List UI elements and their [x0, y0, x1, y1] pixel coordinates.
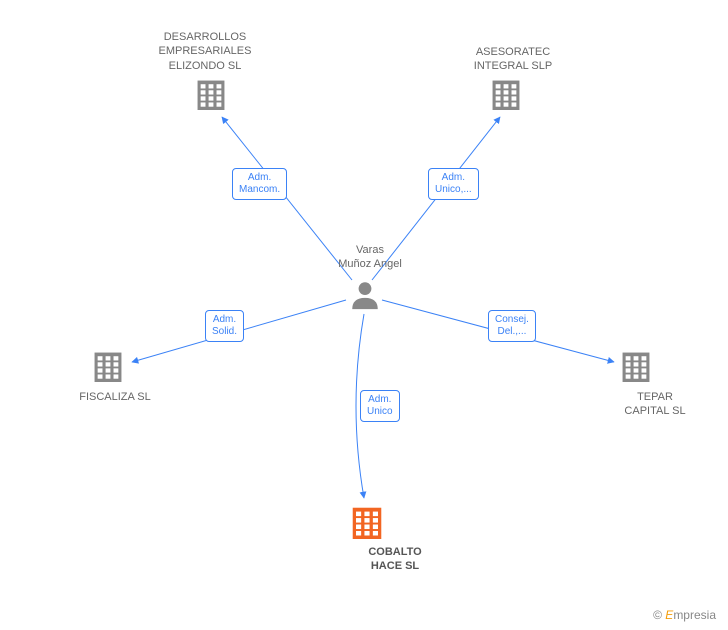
edge-label-fiscaliza: Adm. Solid. [205, 310, 244, 342]
node-label-cobalto: COBALTO HACE SL [340, 545, 450, 574]
building-icon-desarrollos [195, 78, 227, 115]
node-label-tepar: TEPAR CAPITAL SL [600, 390, 710, 419]
edge-label-tepar: Consej. Del.,... [488, 310, 536, 342]
building-icon-asesoratec [490, 78, 522, 115]
edge-label-asesoratec: Adm. Unico,... [428, 168, 479, 200]
node-label-asesoratec: ASESORATEC INTEGRAL SLP [458, 45, 568, 74]
edge-label-cobalto: Adm. Unico [360, 390, 400, 422]
node-label-desarrollos: DESARROLLOS EMPRESARIALES ELIZONDO SL [150, 30, 260, 73]
center-label: Varas Muñoz Angel [330, 243, 410, 272]
copyright-text: Empresia [665, 608, 716, 622]
copyright-symbol: © [653, 608, 662, 622]
node-label-fiscaliza: FISCALIZA SL [60, 390, 170, 404]
building-icon-cobalto [350, 505, 384, 544]
building-icon-tepar [620, 350, 652, 387]
person-icon [348, 278, 382, 317]
building-icon-fiscaliza [92, 350, 124, 387]
edge-label-desarrollos: Adm. Mancom. [232, 168, 287, 200]
copyright: © Empresia [653, 608, 716, 622]
